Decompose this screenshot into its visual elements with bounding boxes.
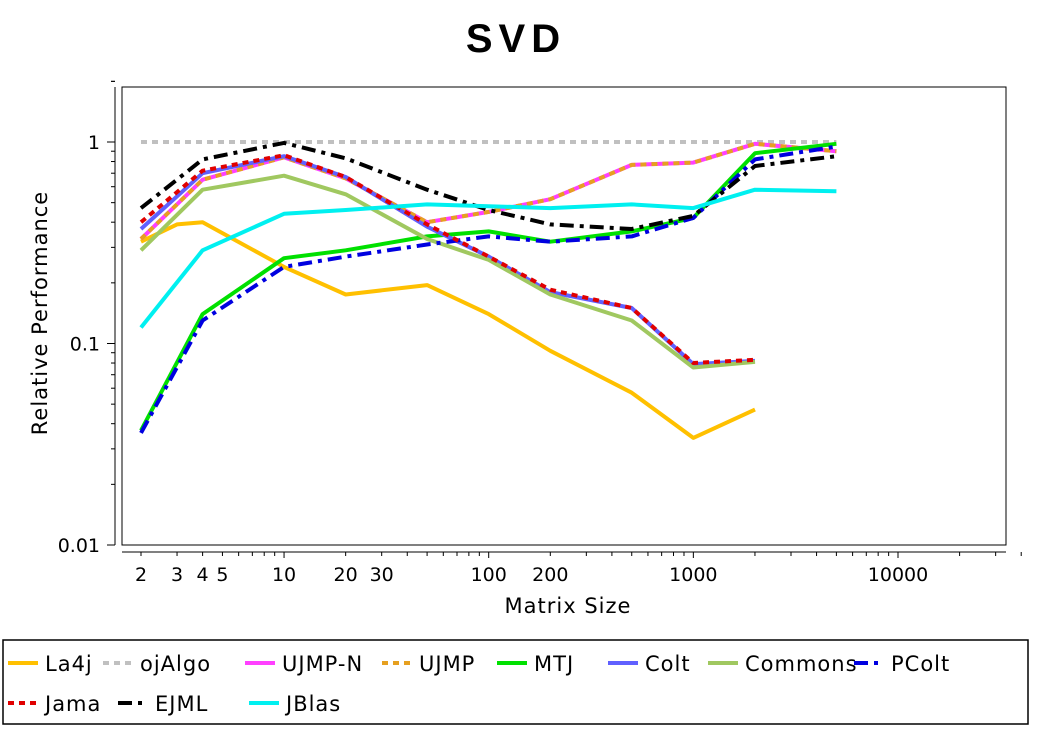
y-tick-label: 0.01: [58, 535, 100, 557]
series-line-la4j: [140, 220, 756, 440]
legend-label: UJMP-N: [282, 652, 363, 676]
chart-title: SVD: [466, 17, 566, 61]
series-line-colt: [139, 154, 756, 367]
legend-frame: [2, 639, 1029, 725]
series-line-jblas: [139, 187, 837, 329]
series-line-pcolt: [139, 144, 837, 434]
x-tick-label: 30: [370, 564, 394, 586]
series-lines: [139, 140, 837, 440]
legend-label: Colt: [645, 652, 691, 676]
legend: La4j ojAlgo UJMP-N UJMP MTJ Colt Commons PColt J…: [8, 652, 950, 716]
legend-label: MTJ: [534, 652, 574, 676]
y-axis-label: Relative Performance: [28, 191, 52, 435]
x-tick-label: 10000: [868, 564, 928, 586]
x-tick-label: 4: [197, 564, 209, 586]
legend-label: ojAlgo: [140, 652, 211, 676]
legend-label: Jama: [43, 692, 101, 716]
y-tick-label: 1: [88, 132, 100, 154]
x-axis: 2 3 4 5 10 20 30 100 200 1000 10000: [122, 551, 1022, 586]
series-line-ujmp-n: [139, 141, 837, 241]
x-tick-label: 2: [135, 564, 147, 586]
plot-area-frame: [121, 86, 1007, 546]
x-tick-label: 20: [334, 564, 358, 586]
legend-label: JBlas: [284, 692, 341, 716]
x-tick-label: 200: [532, 564, 568, 586]
y-tick-label: 0.1: [70, 334, 100, 356]
x-tick-label: 3: [171, 564, 183, 586]
series-line-commons: [139, 173, 756, 370]
legend-label: UJMP: [419, 652, 475, 676]
x-tick-label: 10: [272, 564, 296, 586]
x-tick-label: 1000: [669, 564, 717, 586]
legend-label: PColt: [891, 652, 950, 676]
x-axis-label: Matrix Size: [505, 594, 632, 618]
series-line-jama: [139, 153, 756, 365]
series-line-ujmp: [139, 141, 837, 241]
legend-label: La4j: [45, 652, 93, 676]
legend-label: EJML: [155, 692, 208, 716]
x-tick-label: 5: [216, 564, 228, 586]
x-tick-label: 100: [471, 564, 507, 586]
y-axis: 1 0.1 0.01: [58, 80, 116, 557]
series-line-ejml: [139, 140, 837, 231]
legend-label: Commons: [745, 652, 858, 676]
